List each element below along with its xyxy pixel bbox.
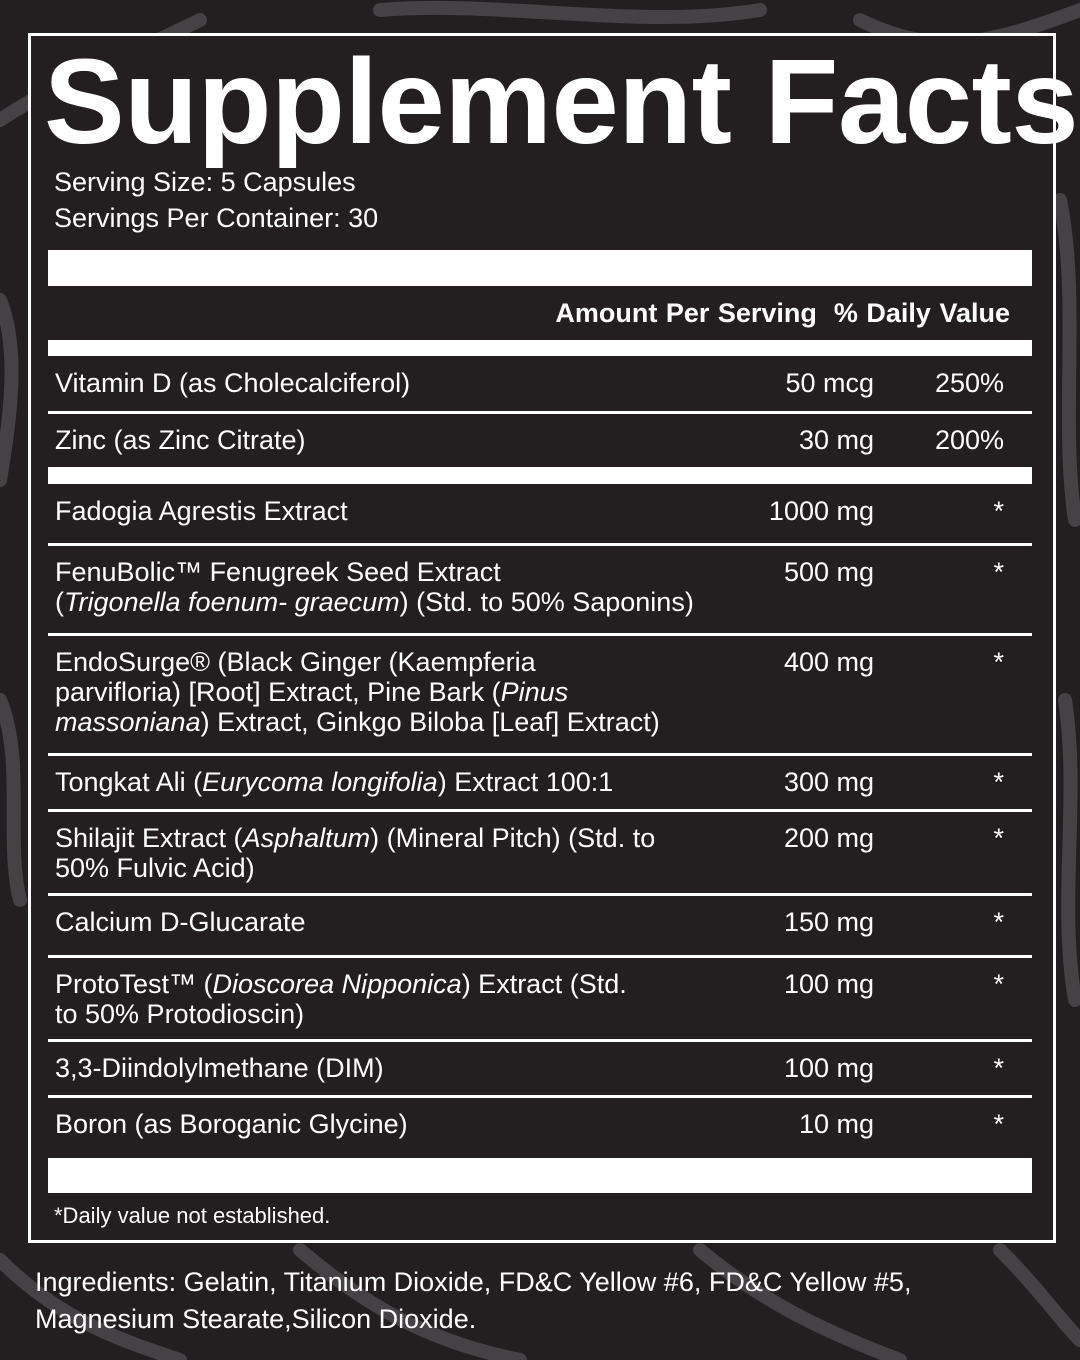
divider-thick [48,250,1032,286]
name-segment: Eurycoma longifolia [202,767,438,797]
name-segment: ) Extract, Ginkgo Biloba [Leaf] Extract) [200,707,660,737]
daily-value: * [993,907,1004,937]
name-segment: Fadogia Agrestis Extract [55,496,348,526]
name-segment: ) Extract 100:1 [437,767,614,797]
daily-value: * [993,647,1004,677]
row-divider [48,543,1032,546]
divider-medium [48,340,1032,356]
amount-per-serving: 150 mg [783,907,874,937]
amount-per-serving: 200 mg [783,823,874,853]
divider-thick [48,1158,1032,1193]
name-segment: Pinus [500,677,569,707]
table-row: Calcium D-Glucarate 150 mg * [48,895,1032,955]
table-row: Tongkat Ali (Eurycoma longifolia) Extrac… [48,755,1032,809]
name-segment: ) (Std. to 50% Saponins) [399,587,694,617]
row-divider [48,809,1032,812]
name-segment: Calcium D-Glucarate [55,907,306,937]
footnote: *Daily value not established. [54,1203,331,1228]
name-segment: ProtoTest™ ( [55,969,213,999]
table-row: EndoSurge® (Black Ginger (Kaempferia parv… [48,635,1032,753]
daily-value: * [993,823,1004,853]
name-segment: ( [55,587,64,617]
amount-per-serving: 10 mg [798,1109,874,1139]
row-divider [48,753,1032,756]
name-segment: ) (Mineral Pitch) (Std. to [370,823,656,853]
row-divider [48,633,1032,636]
ingredient-name: 3,3-Diindolylmethane (DIM) [55,1053,384,1083]
name-segment: Vitamin D (as Cholecalciferol) [55,368,411,398]
amount-per-serving: 30 mg [798,425,874,455]
column-headers: Amount Per Serving % Daily Value [555,298,1010,329]
daily-value-header: % Daily Value [833,298,1010,328]
amount-per-serving: 100 mg [783,969,874,999]
table-row: 3,3-Diindolylmethane (DIM) 100 mg * [48,1041,1032,1095]
daily-value: * [993,1053,1004,1083]
name-segment: massoniana [55,707,201,737]
row-divider [48,1039,1032,1042]
amount-per-serving: 300 mg [783,767,874,797]
ingredient-name: FenuBolic™ Fenugreek Seed Extract (Trigon… [55,557,694,617]
name-segment: Asphaltum [242,823,371,853]
table-row: Vitamin D (as Cholecalciferol) 50 mcg 250% [48,356,1032,411]
ingredient-name: Shilajit Extract (Asphaltum) (Mineral Pi… [55,823,655,883]
amount-per-serving: 50 mcg [785,368,874,398]
table-row: ProtoTest™ (Dioscorea Nipponica) Extract… [48,957,1032,1039]
row-divider [48,411,1032,414]
daily-value: * [993,969,1004,999]
name-segment: Zinc (as Zinc Citrate) [55,425,306,455]
table-row: Boron (as Boroganic Glycine) 10 mg * [48,1097,1032,1158]
name-segment: Dioscorea Nipponica [212,969,462,999]
ingredient-name: EndoSurge® (Black Ginger (Kaempferia parv… [55,647,660,737]
table-row: Zinc (as Zinc Citrate) 30 mg 200% [48,413,1032,467]
ingredients: Ingredients: Gelatin, Titanium Dioxide, … [35,1267,912,1334]
servings-per-container: Servings Per Container: 30 [54,203,379,233]
ingredient-name: Fadogia Agrestis Extract [55,496,348,526]
row-divider [48,467,1032,484]
name-segment: 3,3-Diindolylmethane (DIM) [55,1053,384,1083]
serving-size: Serving Size: 5 Capsules [54,167,356,197]
amount-per-serving: 500 mg [783,557,874,587]
ingredient-name: Vitamin D (as Cholecalciferol) [55,368,410,398]
name-segment: Shilajit Extract ( [55,823,243,853]
daily-value: * [993,496,1004,526]
ingredient-name: Zinc (as Zinc Citrate) [55,425,306,455]
name-segment: Tongkat Ali ( [55,767,203,797]
name-segment: Trigonella foenum- graecum [64,587,400,617]
daily-value: * [993,557,1004,587]
ingredient-name: Boron (as Boroganic Glycine) [55,1109,408,1139]
row-divider [48,893,1032,896]
name-segment: ) Extract (Std. [461,969,627,999]
amount-per-serving: 400 mg [783,647,874,677]
name-segment: Boron (as Boroganic Glycine) [55,1109,408,1139]
row-divider [48,955,1032,958]
daily-value: * [993,1109,1004,1139]
name-segment: FenuBolic™ Fenugreek Seed Extract [55,557,501,587]
row-divider [48,1095,1032,1098]
page-title: Supplement Facts [44,33,1079,169]
table-row: Shilajit Extract (Asphaltum) (Mineral Pi… [48,811,1032,893]
name-segment: parvifloria) [Root] Extract, Pine Bark ( [55,677,501,707]
name-segment: to 50% Protodioscin) [55,999,305,1029]
table-row: Fadogia Agrestis Extract 1000 mg * [48,484,1032,543]
amount-per-serving: 100 mg [783,1053,874,1083]
daily-value: 200% [934,425,1004,455]
ingredient-name: Calcium D-Glucarate [55,907,306,937]
amount-header: Amount Per Serving [555,298,817,328]
name-segment: 50% Fulvic Acid) [55,853,255,883]
daily-value: * [993,767,1004,797]
daily-value: 250% [934,368,1004,398]
amount-per-serving: 1000 mg [768,496,874,526]
ingredient-name: ProtoTest™ (Dioscorea Nipponica) Extract… [55,969,627,1029]
table-row: FenuBolic™ Fenugreek Seed Extract (Trigon… [48,545,1032,633]
name-segment: EndoSurge® (Black Ginger (Kaempferia [55,647,536,677]
ingredient-name: Tongkat Ali (Eurycoma longifolia) Extrac… [55,767,613,797]
